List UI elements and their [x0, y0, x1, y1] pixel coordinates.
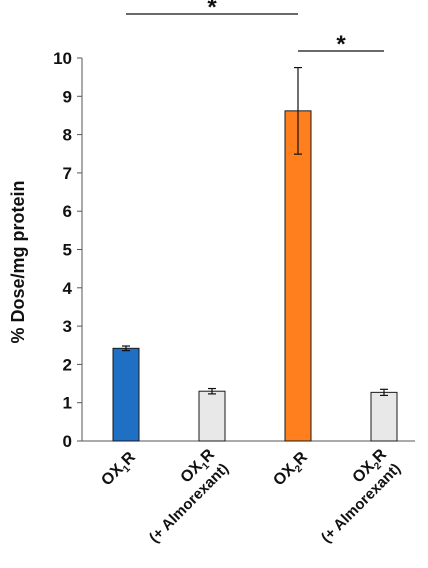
y-tick-label: 10 [53, 49, 72, 68]
x-tick-label: OX2R(+ Almorexant) [318, 446, 404, 547]
bar [370, 391, 398, 442]
y-tick-label: 0 [63, 432, 72, 451]
y-tick-label: 2 [63, 355, 72, 374]
y-tick-label: 4 [63, 279, 73, 298]
y-tick-label: 9 [63, 87, 72, 106]
y-tick-label: 8 [63, 126, 72, 145]
x-tick-label: OX1R [98, 448, 141, 491]
y-axis: 0 1 2 3 4 5 6 7 8 9 10 [53, 49, 415, 451]
x-tick-label-line1: OX1R [98, 448, 141, 491]
x-tick-label-line1: OX2R [270, 448, 313, 491]
y-tick-label: 5 [63, 241, 72, 260]
significance-brackets: ** [126, 0, 384, 58]
y-tick-label: 1 [63, 394, 72, 413]
x-tick-label: OX2R [270, 448, 313, 491]
significance-star: * [207, 0, 217, 21]
x-tick-label: OX1R(+ Almorexant) [146, 446, 232, 547]
y-tick-label: 7 [63, 164, 72, 183]
y-axis-title: % Dose/mg protein [8, 180, 28, 343]
bars [112, 66, 398, 442]
significance-star: * [336, 31, 346, 58]
bar [284, 110, 312, 442]
x-axis-labels: OX1R OX1R(+ Almorexant) OX2R OX2R(+ Almorex… [98, 446, 404, 547]
bar [112, 347, 140, 442]
y-tick-label: 6 [63, 202, 72, 221]
bar [198, 390, 226, 442]
y-tick-label: 3 [63, 317, 72, 336]
